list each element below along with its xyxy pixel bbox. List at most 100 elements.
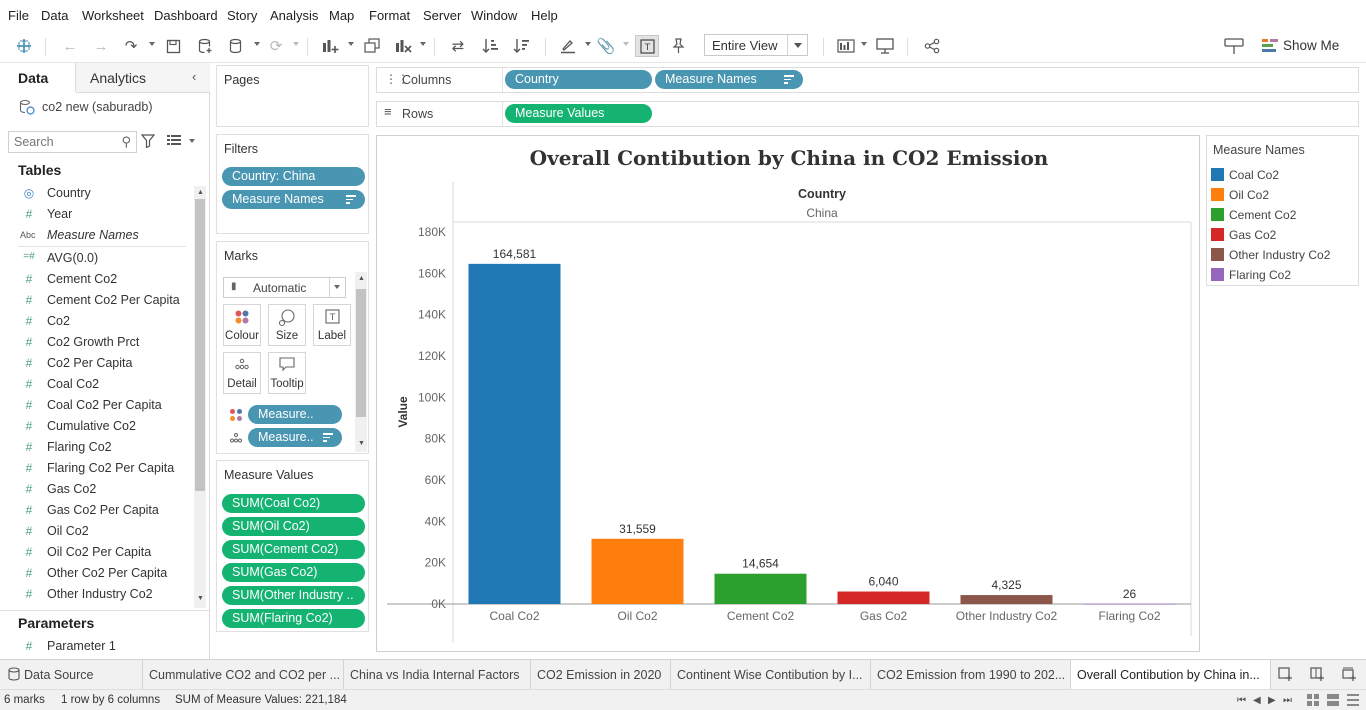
field-item[interactable]: =# AVG(0.0) [0, 248, 195, 269]
show-mark-labels-icon[interactable]: T [635, 35, 659, 57]
menu-server[interactable]: Server [423, 8, 462, 23]
field-item[interactable]: ◎ Country [0, 183, 195, 204]
bar[interactable] [837, 591, 930, 604]
marks-card-scrollbar[interactable]: ▲ ▼ [355, 272, 367, 452]
bar-chart[interactable]: Country China Value 0K 20K 40K 60K 80K 100K 12… [377, 136, 1201, 653]
chevron-down-icon[interactable]: ▼ [358, 440, 365, 447]
redo-icon[interactable]: → [93, 37, 109, 55]
undo-icon[interactable]: ← [62, 37, 78, 55]
measure-value-pill[interactable]: SUM(Other Industry .. [222, 586, 365, 605]
field-list-scrollbar[interactable]: ▲ ▼ [194, 186, 206, 608]
tab-data[interactable]: Data [0, 63, 76, 93]
rows-pill-measure-values[interactable]: Measure Values [505, 104, 652, 123]
legend-item[interactable]: Cement Co2 [1211, 206, 1356, 224]
last-sheet-icon[interactable]: ⏭ [1283, 695, 1292, 706]
bar[interactable] [591, 538, 684, 604]
worksheet-view[interactable]: Overall Contibution by China in CO2 Emis… [376, 135, 1200, 652]
label-button[interactable]: T Label [313, 304, 351, 346]
field-item[interactable]: # Cumulative Co2 [0, 416, 195, 437]
sheet-tab[interactable]: CO2 Emission from 1990 to 202... [871, 660, 1071, 689]
next-sheet-icon[interactable]: ▶ [1268, 695, 1276, 706]
show-me-button[interactable]: Show Me [1283, 38, 1340, 53]
tooltip-pin-icon[interactable] [1222, 35, 1246, 57]
chevron-up-icon[interactable]: ▲ [358, 275, 365, 282]
clear-sheet-icon[interactable] [391, 35, 415, 57]
legend-item[interactable]: Oil Co2 [1211, 186, 1356, 204]
bar[interactable] [1083, 603, 1176, 605]
colour-legend[interactable]: Measure Names Coal Co2 Oil Co2 Cement Co2 G… [1206, 135, 1359, 286]
mark-pill-detail[interactable]: Measure.. [248, 428, 342, 447]
scrollbar-thumb[interactable] [356, 289, 366, 417]
filmstrip-view-icon[interactable] [1307, 694, 1319, 709]
datasource-name[interactable]: co2 new (saburadb) [42, 100, 153, 114]
legend-item[interactable]: Flaring Co2 [1211, 266, 1356, 284]
field-item[interactable]: # Flaring Co2 [0, 437, 195, 458]
search-box[interactable]: ⚲ [8, 131, 137, 153]
sheet-tab[interactable]: Continent Wise Contibution by I... [671, 660, 871, 689]
chevron-down-icon[interactable] [334, 285, 340, 289]
new-datasource-icon[interactable] [193, 35, 217, 57]
chevron-down-icon[interactable] [189, 139, 195, 143]
detail-button[interactable]: Detail [223, 352, 261, 394]
presentation-mode-icon[interactable] [873, 35, 897, 57]
new-worksheet-icon[interactable] [318, 35, 342, 57]
bar[interactable] [468, 263, 561, 604]
collapse-pane-icon[interactable]: ‹ [192, 69, 197, 84]
field-item[interactable]: # Other Co2 Per Capita [0, 563, 195, 584]
chevron-down-icon[interactable] [149, 42, 155, 46]
chevron-down-icon[interactable] [585, 42, 591, 46]
group-members-icon[interactable]: 📎 [596, 38, 616, 55]
filters-card[interactable]: Filters Country: China Measure Names [216, 134, 369, 234]
columns-shelf[interactable]: ⋮⋮ Columns Country Measure Names [376, 67, 1359, 93]
tableau-logo-icon[interactable] [12, 35, 36, 57]
chevron-up-icon[interactable]: ▲ [197, 189, 204, 196]
sheet-tab[interactable]: CO2 Emission in 2020 [531, 660, 671, 689]
chevron-down-icon[interactable]: ▼ [197, 595, 204, 602]
columns-pill-country[interactable]: Country [505, 70, 652, 89]
replay-icon[interactable]: ↷ [124, 38, 138, 55]
chevron-down-icon[interactable] [254, 42, 260, 46]
show-hide-cards-icon[interactable] [834, 35, 858, 57]
measure-value-pill[interactable]: SUM(Coal Co2) [222, 494, 365, 513]
filter-pill-measure-names[interactable]: Measure Names [222, 190, 365, 209]
field-item[interactable]: # Flaring Co2 Per Capita [0, 458, 195, 479]
chevron-down-icon[interactable] [861, 42, 867, 46]
new-datasource-icon[interactable] [1278, 667, 1293, 685]
field-item[interactable]: # Cement Co2 Per Capita [0, 290, 195, 311]
menu-dashboard[interactable]: Dashboard [154, 8, 218, 23]
highlight-icon[interactable] [556, 35, 580, 57]
field-item[interactable]: # Gas Co2 Per Capita [0, 500, 195, 521]
legend-item[interactable]: Gas Co2 [1211, 226, 1356, 244]
bar[interactable] [714, 573, 807, 604]
search-input[interactable] [14, 134, 114, 150]
menu-help[interactable]: Help [531, 8, 558, 23]
fit-dropdown[interactable]: Entire View [704, 34, 808, 56]
data-source-tab[interactable]: Data Source [0, 660, 143, 689]
filter-icon[interactable] [140, 134, 157, 150]
sheet-tab[interactable]: Cummulative CO2 and CO2 per ... [143, 660, 344, 689]
refresh-icon[interactable]: ⟳ [269, 38, 283, 55]
new-dashboard-icon[interactable] [1310, 667, 1325, 685]
first-sheet-icon[interactable]: ⏮ [1237, 695, 1246, 706]
legend-item[interactable]: Coal Co2 [1211, 166, 1356, 184]
measure-value-pill[interactable]: SUM(Oil Co2) [222, 517, 365, 536]
show-me-icon[interactable] [1262, 38, 1278, 54]
size-button[interactable]: Size [268, 304, 306, 346]
field-item[interactable]: # Oil Co2 Per Capita [0, 542, 195, 563]
new-story-icon[interactable] [1342, 667, 1357, 685]
field-item[interactable]: # Co2 Per Capita [0, 353, 195, 374]
field-item[interactable]: # Co2 Growth Prct [0, 332, 195, 353]
chevron-down-icon[interactable] [420, 42, 426, 46]
share-icon[interactable] [920, 35, 944, 57]
field-item[interactable]: # Gas Co2 [0, 479, 195, 500]
duplicate-sheet-icon[interactable] [360, 35, 384, 57]
field-item[interactable]: # Other Industry Co2 [0, 584, 195, 605]
columns-pill-measure-names[interactable]: Measure Names [655, 70, 803, 89]
measure-value-pill[interactable]: SUM(Flaring Co2) [222, 609, 365, 628]
scrollbar-thumb[interactable] [195, 199, 205, 491]
mark-pill-colour[interactable]: Measure.. [248, 405, 342, 424]
menu-file[interactable]: File [8, 8, 29, 23]
field-item[interactable]: # Year [0, 204, 195, 225]
field-item[interactable]: # Coal Co2 [0, 374, 195, 395]
field-item[interactable]: # Cement Co2 [0, 269, 195, 290]
